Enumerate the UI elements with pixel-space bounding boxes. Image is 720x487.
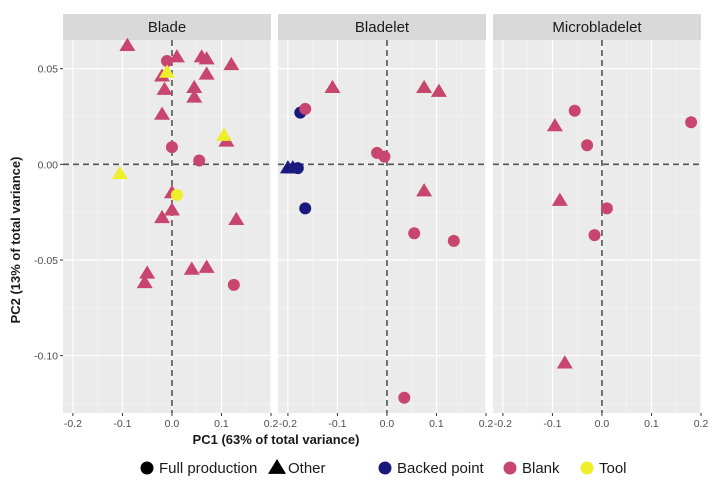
y-axis: 0.05 0.00 -0.05 -0.10 — [34, 64, 63, 363]
x-tick-label: -0.2 — [64, 418, 82, 430]
points-microbladelet — [546, 104, 698, 369]
legend-label: Blank — [522, 460, 560, 477]
data-point-circle — [398, 391, 411, 404]
panel-microbladelet: Microbladelet — [493, 14, 702, 413]
plot-background — [278, 40, 486, 413]
data-point-circle — [588, 229, 601, 242]
data-point-triangle — [324, 79, 341, 94]
points-blade — [111, 37, 245, 291]
legend-key-color — [378, 461, 392, 475]
data-point-circle — [581, 139, 594, 152]
legend: Full production Other Backed point Blank Too… — [140, 459, 627, 477]
x-tick-label: 0.2 — [264, 418, 279, 430]
data-point-triangle — [154, 209, 171, 224]
data-point-triangle — [163, 202, 180, 216]
data-point-circle — [447, 234, 460, 247]
facet-title: Microbladelet — [552, 19, 642, 36]
data-point-circle — [408, 227, 421, 240]
data-point-triangle — [154, 106, 171, 120]
y-tick-label: -0.10 — [34, 351, 58, 363]
data-point-triangle — [551, 192, 568, 206]
x-tick-label: 0.1 — [644, 418, 659, 430]
points-bladelet — [279, 79, 460, 404]
data-point-triangle — [139, 265, 156, 279]
panels-layer: Blade Bladelet Microbladelet — [63, 14, 702, 413]
data-point-triangle — [223, 56, 240, 71]
plot-background — [493, 40, 701, 413]
x-tick-label: 0.0 — [595, 418, 610, 430]
legend-label: Tool — [599, 460, 627, 477]
data-point-triangle — [186, 89, 203, 103]
legend-label: Backed point — [397, 460, 485, 477]
data-point-triangle — [198, 51, 215, 65]
x-tick-label: 0.0 — [380, 418, 395, 430]
data-point-triangle — [430, 83, 447, 97]
x-tick-label: 0.0 — [165, 418, 180, 430]
x-tick-label: 0.2 — [694, 418, 709, 430]
x-axis: -0.2 -0.1 0.0 0.1 0.2 -0.2 -0.1 0.0 0.1 0.2 -0.2 -0… — [64, 413, 709, 430]
x-tick-label: -0.2 — [494, 418, 512, 430]
data-point-circle — [193, 154, 206, 167]
data-point-circle — [291, 162, 304, 175]
y-tick-label: 0.00 — [38, 159, 59, 171]
data-point-circle — [165, 141, 178, 154]
legend-key-color — [503, 461, 517, 475]
data-point-circle — [299, 102, 312, 115]
facet-strip — [493, 14, 701, 40]
data-point-circle — [378, 150, 391, 163]
plot-background — [63, 40, 271, 413]
data-point-circle — [227, 278, 240, 291]
data-point-triangle — [136, 274, 153, 289]
data-point-triangle — [186, 79, 203, 94]
x-tick-label: -0.1 — [543, 418, 561, 430]
data-point-triangle — [183, 261, 200, 275]
x-tick-label: 0.2 — [479, 418, 494, 430]
x-tick-label: 0.1 — [214, 418, 229, 430]
facet-strip — [63, 14, 271, 40]
panel-blade: Blade — [63, 14, 272, 413]
y-tick-label: 0.05 — [38, 64, 59, 76]
data-point-triangle — [416, 183, 433, 197]
y-axis-title: PC2 (13% of total variance) — [8, 157, 23, 324]
legend-key-triangle — [268, 459, 286, 474]
data-point-triangle — [168, 49, 185, 63]
data-point-triangle — [228, 211, 245, 226]
data-point-circle — [299, 202, 312, 215]
data-point-triangle — [416, 79, 433, 94]
data-point-circle — [685, 116, 698, 129]
legend-key-circle — [140, 461, 154, 475]
legend-key-color — [580, 461, 594, 475]
data-point-triangle — [198, 66, 215, 80]
y-tick-label: -0.05 — [34, 255, 58, 267]
data-point-circle — [170, 188, 183, 201]
facet-strip — [278, 14, 486, 40]
data-point-triangle — [111, 165, 128, 180]
data-point-triangle — [556, 355, 573, 369]
facet-title: Bladelet — [355, 19, 410, 36]
data-point-triangle — [198, 259, 215, 273]
data-point-circle — [600, 202, 613, 215]
x-tick-label: -0.1 — [328, 418, 346, 430]
panel-bladelet: Bladelet — [278, 14, 487, 413]
data-point-triangle — [156, 81, 173, 95]
legend-label: Full production — [159, 460, 257, 477]
legend-label: Other — [288, 460, 326, 477]
data-point-circle — [568, 104, 581, 117]
data-point-triangle — [159, 64, 175, 78]
data-point-triangle — [546, 118, 563, 132]
x-tick-label: -0.2 — [279, 418, 297, 430]
x-tick-label: -0.1 — [113, 418, 131, 430]
data-point-triangle — [119, 37, 136, 51]
data-point-triangle — [215, 127, 232, 141]
facet-title: Blade — [148, 19, 186, 36]
x-axis-title: PC1 (63% of total variance) — [193, 432, 360, 447]
x-tick-label: 0.1 — [429, 418, 444, 430]
data-point-circle — [161, 55, 173, 68]
